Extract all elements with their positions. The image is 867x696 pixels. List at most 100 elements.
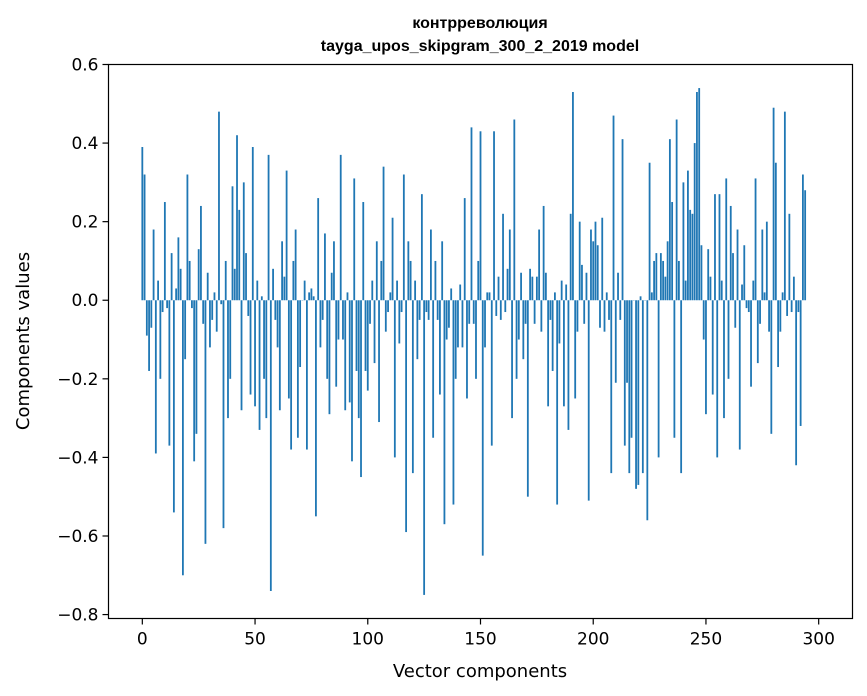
bar-245 [693, 143, 696, 301]
bar-48 [249, 300, 252, 395]
bar-225 [648, 162, 651, 301]
bar-97 [360, 300, 362, 478]
bar-254 [714, 194, 716, 301]
bar-235 [671, 202, 674, 301]
bar-227 [653, 260, 655, 301]
x-axis-ticks: 0 50 100 150 200 250 300 [137, 618, 835, 650]
bar-277 [765, 221, 768, 301]
bar-37 [224, 260, 227, 301]
bar-228 [655, 253, 658, 301]
bar-217 [630, 300, 633, 438]
bar-211 [617, 272, 619, 301]
bar-202 [596, 245, 599, 301]
bar-52 [258, 300, 261, 430]
bar-109 [387, 300, 389, 313]
y-tick-label: 0.4 [71, 134, 98, 154]
bar-204 [601, 217, 604, 301]
bar-234 [668, 139, 671, 301]
bar-123 [418, 300, 421, 320]
bar-266 [741, 284, 743, 301]
bar-33 [215, 300, 218, 332]
bar-26 [200, 205, 202, 301]
bar-143 [463, 198, 466, 301]
bar-57 [269, 300, 272, 591]
bar-187 [563, 300, 565, 407]
bar-53 [260, 296, 263, 301]
bar-262 [732, 253, 734, 301]
bar-199 [590, 229, 592, 301]
bar-193 [576, 300, 579, 332]
bar-65 [287, 300, 290, 399]
bar-163 [508, 229, 511, 301]
bar-292 [799, 300, 802, 426]
bar-4 [150, 300, 153, 328]
bar-131 [436, 300, 439, 320]
bar-130 [434, 260, 437, 301]
bar-46 [245, 253, 247, 301]
bar-179 [544, 272, 547, 301]
bar-160 [502, 213, 504, 301]
bar-263 [734, 300, 737, 328]
bar-279 [770, 300, 773, 434]
bar-55 [265, 300, 268, 419]
bar-270 [750, 300, 752, 387]
bar-267 [743, 245, 746, 301]
bar-273 [756, 300, 759, 364]
bar-188 [565, 284, 568, 301]
bar-102 [371, 280, 374, 301]
bar-32 [213, 292, 216, 301]
bar-11 [166, 300, 169, 309]
bar-186 [560, 280, 563, 301]
bar-74 [308, 292, 311, 301]
bar-49 [251, 147, 254, 301]
bar-264 [736, 229, 739, 301]
bar-190 [569, 213, 572, 301]
bar-221 [639, 296, 642, 301]
bar-118 [407, 241, 410, 301]
bar-58 [272, 268, 274, 301]
bar-280 [772, 107, 775, 301]
bar-286 [786, 300, 789, 316]
bar-93 [351, 300, 353, 462]
bar-129 [432, 300, 435, 438]
bar-18 [182, 300, 184, 576]
bar-115 [400, 300, 403, 313]
x-tick-label: 0 [137, 630, 148, 650]
y-tick-label: 0.6 [71, 56, 98, 76]
y-tick-label: −0.6 [57, 527, 98, 547]
bar-20 [186, 174, 189, 301]
bar-121 [414, 280, 417, 301]
bar-96 [357, 300, 360, 419]
bar-153 [486, 292, 489, 301]
bar-63 [283, 276, 286, 301]
bar-61 [278, 300, 281, 411]
bar-237 [675, 119, 678, 301]
bar-99 [364, 300, 367, 371]
bar-10 [163, 202, 166, 301]
bar-171 [526, 300, 529, 497]
bar-91 [346, 292, 349, 301]
bar-122 [416, 300, 419, 360]
bar-146 [470, 127, 473, 301]
bar-116 [402, 174, 405, 301]
bar-222 [641, 300, 644, 474]
bar-21 [188, 260, 191, 301]
bar-294 [804, 190, 807, 301]
bar-288 [790, 300, 793, 313]
bar-69 [296, 300, 299, 438]
bar-152 [484, 300, 486, 348]
bar-77 [315, 300, 317, 517]
bar-268 [745, 300, 748, 309]
bar-271 [752, 280, 755, 301]
bar-230 [659, 253, 662, 301]
bar-92 [348, 300, 351, 403]
bar-8 [159, 300, 162, 379]
bar-255 [716, 300, 719, 458]
bar-138 [452, 300, 455, 505]
bar-133 [441, 241, 444, 301]
bar-157 [495, 300, 498, 316]
bar-185 [558, 300, 561, 344]
bar-113 [396, 280, 398, 301]
bar-72 [303, 280, 306, 301]
bar-287 [788, 213, 791, 301]
